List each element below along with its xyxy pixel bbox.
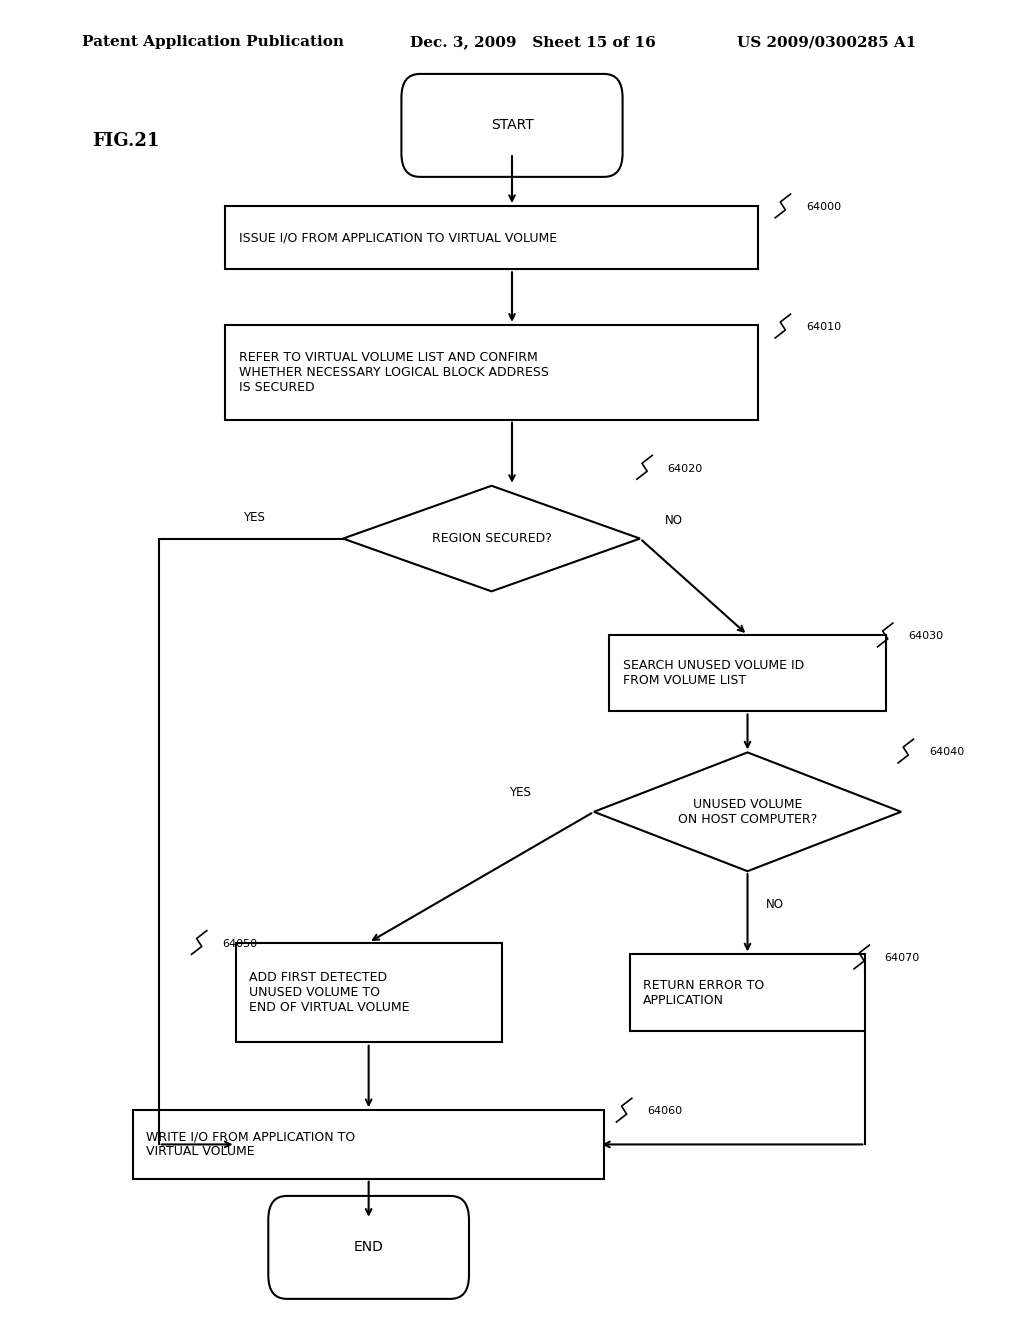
- Text: Patent Application Publication: Patent Application Publication: [82, 36, 344, 49]
- Polygon shape: [343, 486, 640, 591]
- Bar: [225, 206, 758, 269]
- Text: 64030: 64030: [908, 631, 943, 642]
- Bar: [609, 635, 886, 711]
- Bar: [133, 1110, 604, 1179]
- Text: ADD FIRST DETECTED
UNUSED VOLUME TO
END OF VIRTUAL VOLUME: ADD FIRST DETECTED UNUSED VOLUME TO END …: [249, 972, 410, 1014]
- Text: WRITE I/O FROM APPLICATION TO
VIRTUAL VOLUME: WRITE I/O FROM APPLICATION TO VIRTUAL VO…: [146, 1130, 355, 1159]
- Text: RETURN ERROR TO
APPLICATION: RETURN ERROR TO APPLICATION: [643, 978, 764, 1007]
- Text: 64060: 64060: [647, 1106, 682, 1117]
- Text: US 2009/0300285 A1: US 2009/0300285 A1: [737, 36, 916, 49]
- Text: REFER TO VIRTUAL VOLUME LIST AND CONFIRM
WHETHER NECESSARY LOGICAL BLOCK ADDRESS: REFER TO VIRTUAL VOLUME LIST AND CONFIRM…: [239, 351, 549, 393]
- Text: ISSUE I/O FROM APPLICATION TO VIRTUAL VOLUME: ISSUE I/O FROM APPLICATION TO VIRTUAL VO…: [239, 231, 557, 244]
- Bar: [225, 325, 758, 420]
- Text: YES: YES: [243, 511, 265, 524]
- Text: 64020: 64020: [668, 463, 702, 474]
- Text: 64040: 64040: [929, 747, 964, 758]
- FancyBboxPatch shape: [268, 1196, 469, 1299]
- Text: YES: YES: [509, 785, 531, 799]
- Text: FIG.21: FIG.21: [92, 132, 160, 150]
- Text: 64000: 64000: [806, 202, 841, 213]
- Text: END: END: [353, 1241, 384, 1254]
- Text: START: START: [490, 119, 534, 132]
- Text: 64070: 64070: [885, 953, 920, 964]
- Text: REGION SECURED?: REGION SECURED?: [431, 532, 552, 545]
- Text: NO: NO: [665, 513, 683, 527]
- Text: 64010: 64010: [806, 322, 841, 333]
- Text: SEARCH UNUSED VOLUME ID
FROM VOLUME LIST: SEARCH UNUSED VOLUME ID FROM VOLUME LIST: [623, 659, 804, 688]
- Bar: [236, 942, 502, 1043]
- Text: UNUSED VOLUME
ON HOST COMPUTER?: UNUSED VOLUME ON HOST COMPUTER?: [678, 797, 817, 826]
- Text: 64050: 64050: [222, 939, 257, 949]
- Text: NO: NO: [766, 898, 784, 911]
- Bar: [630, 954, 865, 1031]
- FancyBboxPatch shape: [401, 74, 623, 177]
- Polygon shape: [594, 752, 901, 871]
- Text: Dec. 3, 2009   Sheet 15 of 16: Dec. 3, 2009 Sheet 15 of 16: [410, 36, 655, 49]
